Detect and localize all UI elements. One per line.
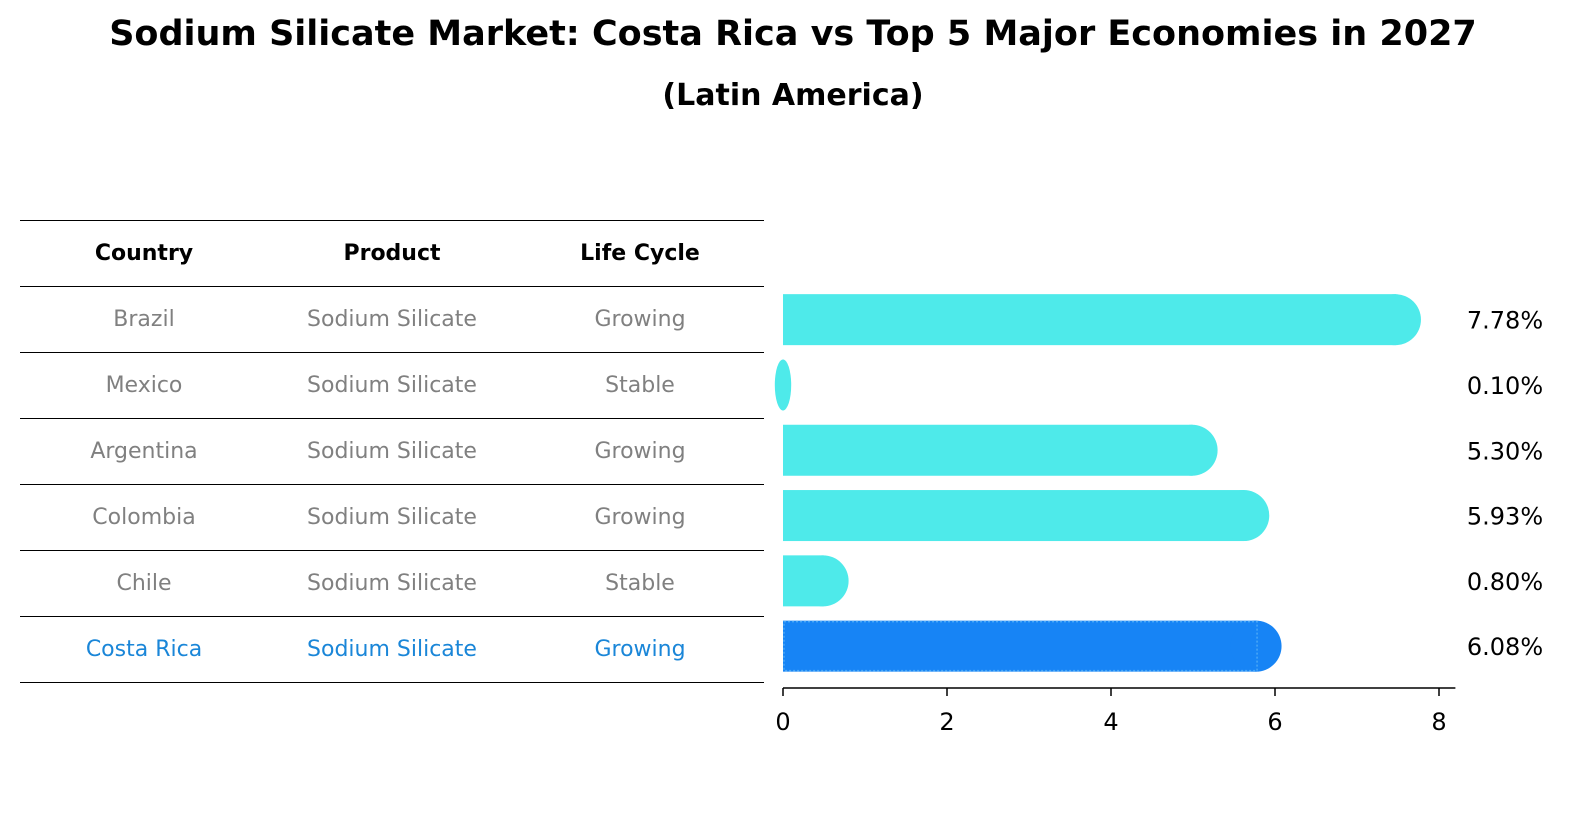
header-product: Product bbox=[343, 241, 441, 266]
data-label: 6.08% bbox=[1467, 633, 1543, 661]
bar-cap bbox=[774, 359, 792, 411]
bar-brazil bbox=[783, 294, 1421, 346]
table-header-row: Country Product Life Cycle bbox=[20, 220, 764, 287]
bar-body bbox=[783, 294, 1396, 346]
bar-cap bbox=[1166, 424, 1218, 476]
bar-body bbox=[783, 620, 1257, 672]
bar-cap bbox=[1230, 620, 1282, 672]
table-row: Argentina Sodium Silicate Growing bbox=[20, 419, 764, 485]
table-row: Chile Sodium Silicate Stable bbox=[20, 551, 764, 617]
cell-product: Sodium Silicate bbox=[307, 373, 477, 398]
data-table: Country Product Life Cycle Brazil Sodium… bbox=[20, 220, 764, 683]
cell-product: Sodium Silicate bbox=[307, 505, 477, 530]
cell-product: Sodium Silicate bbox=[307, 637, 477, 662]
bar-cap bbox=[797, 555, 849, 607]
table-row: Mexico Sodium Silicate Stable bbox=[20, 353, 764, 419]
highlight-outline bbox=[783, 620, 1258, 672]
bar-mexico bbox=[774, 359, 792, 411]
bar-body bbox=[783, 424, 1193, 476]
x-tick-label: 0 bbox=[775, 708, 790, 736]
cell-life-cycle: Stable bbox=[605, 373, 675, 398]
header-life-cycle: Life Cycle bbox=[580, 241, 700, 266]
bar-argentina bbox=[783, 424, 1218, 476]
chart-subtitle: (Latin America) bbox=[662, 78, 924, 113]
table-row: Colombia Sodium Silicate Growing bbox=[20, 485, 764, 551]
cell-life-cycle: Growing bbox=[594, 307, 686, 332]
cell-life-cycle: Growing bbox=[594, 505, 686, 530]
cell-country: Brazil bbox=[113, 307, 175, 332]
chart-title: Sodium Silicate Market: Costa Rica vs To… bbox=[109, 14, 1477, 54]
cell-life-cycle: Stable bbox=[605, 571, 675, 596]
data-label: 0.10% bbox=[1467, 372, 1543, 400]
data-label: 7.78% bbox=[1467, 307, 1543, 335]
x-tick-label: 4 bbox=[1103, 708, 1118, 736]
cell-country: Argentina bbox=[90, 439, 198, 464]
cell-product: Sodium Silicate bbox=[307, 439, 477, 464]
data-label: 0.80% bbox=[1467, 568, 1543, 596]
bar-cap bbox=[1369, 294, 1421, 346]
x-tick-label: 6 bbox=[1267, 708, 1282, 736]
data-label: 5.93% bbox=[1467, 503, 1543, 531]
cell-life-cycle: Growing bbox=[594, 637, 686, 662]
bar-chile bbox=[783, 555, 849, 607]
x-tick-label: 2 bbox=[939, 708, 954, 736]
cell-country: Costa Rica bbox=[85, 637, 203, 662]
cell-country: Colombia bbox=[92, 505, 196, 530]
cell-product: Sodium Silicate bbox=[307, 307, 477, 332]
header-country: Country bbox=[94, 241, 194, 266]
cell-life-cycle: Growing bbox=[594, 439, 686, 464]
bar-body bbox=[783, 490, 1245, 542]
cell-product: Sodium Silicate bbox=[307, 571, 477, 596]
x-tick-label: 8 bbox=[1431, 708, 1446, 736]
bar-costa-rica bbox=[783, 620, 1282, 672]
data-label: 5.30% bbox=[1467, 437, 1543, 465]
bar-colombia bbox=[783, 490, 1270, 542]
table-row: Brazil Sodium Silicate Growing bbox=[20, 287, 764, 353]
bar-cap bbox=[1218, 490, 1270, 542]
cell-country: Chile bbox=[116, 571, 172, 596]
cell-country: Mexico bbox=[105, 373, 183, 398]
table-row-highlighted: Costa Rica Sodium Silicate Growing bbox=[20, 617, 764, 683]
